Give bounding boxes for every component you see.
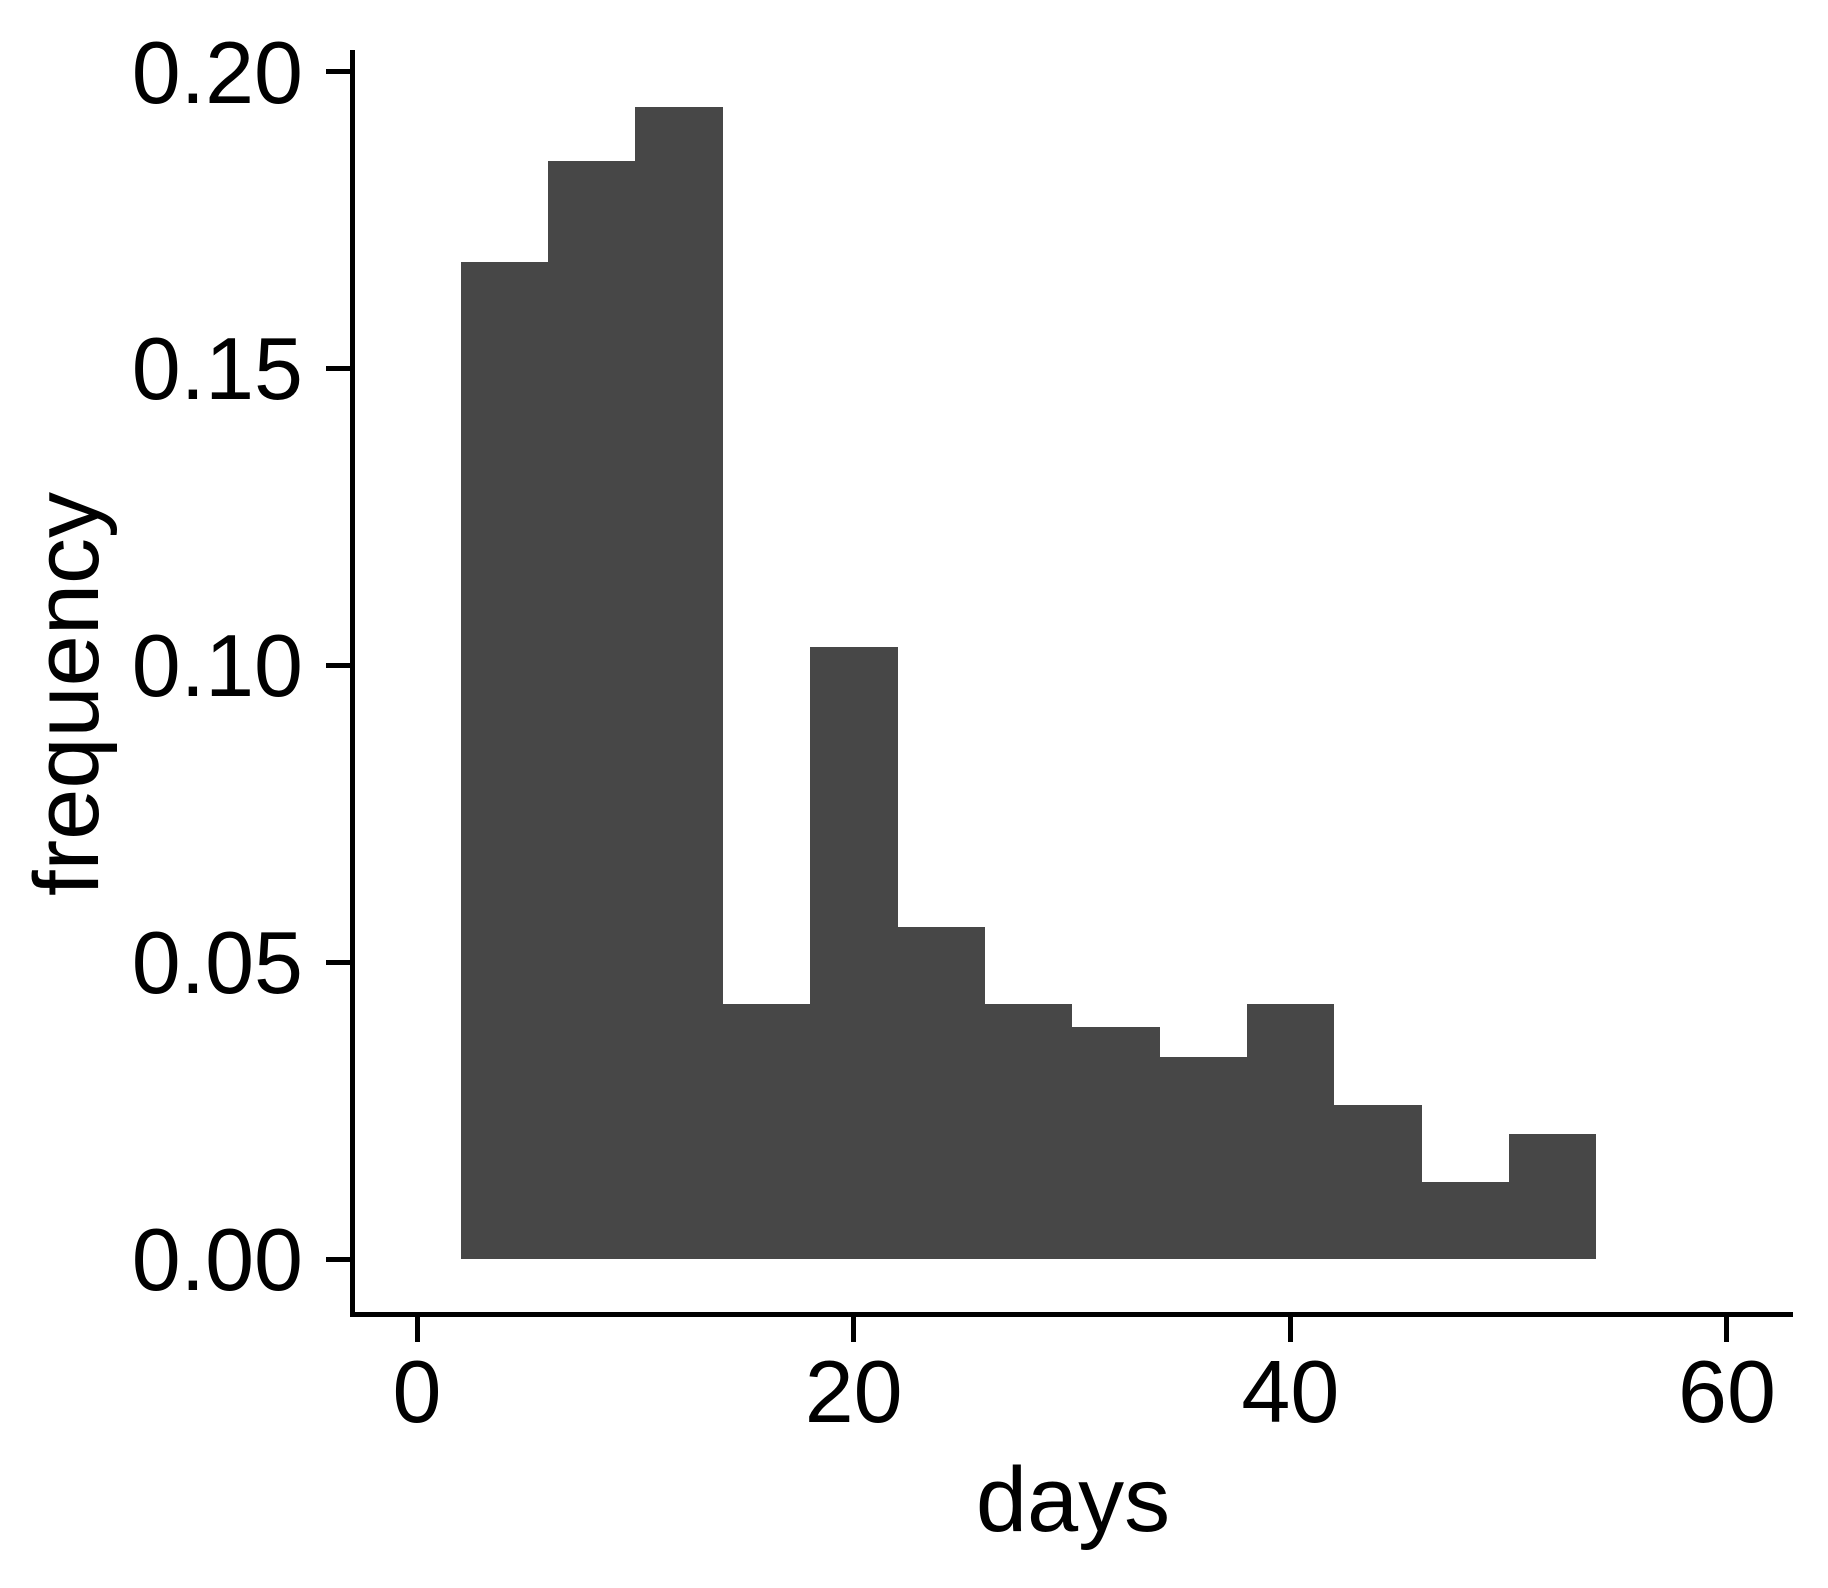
x-tick-label: 60 <box>1678 1342 1776 1441</box>
x-tick-label: 40 <box>1241 1342 1340 1441</box>
histogram-bar <box>547 160 636 1259</box>
x-tick-label: 20 <box>804 1342 903 1441</box>
y-tick-mark <box>326 959 351 965</box>
histogram-bar <box>984 1003 1073 1259</box>
y-tick-label: 0.20 <box>131 22 303 122</box>
x-tick-mark <box>851 1315 857 1342</box>
histogram-bar <box>809 647 898 1259</box>
histogram-bar <box>1159 1057 1248 1259</box>
y-tick-label: 0.15 <box>131 319 303 419</box>
histogram-bar <box>635 107 724 1259</box>
y-tick-label: 0.05 <box>131 913 303 1013</box>
x-axis-line <box>350 1312 1793 1317</box>
histogram-bar <box>722 1003 811 1259</box>
x-tick-mark <box>1287 1315 1293 1342</box>
histogram-bar <box>1508 1134 1597 1259</box>
y-axis-title: frequency <box>16 491 118 897</box>
x-tick-mark <box>1724 1315 1730 1342</box>
histogram-bar <box>1333 1104 1422 1259</box>
y-axis-line <box>350 50 355 1317</box>
histogram-bar <box>1246 1003 1335 1259</box>
histogram-bar <box>897 926 986 1259</box>
x-tick-label: 0 <box>392 1342 442 1441</box>
y-tick-label: 0.00 <box>131 1210 303 1309</box>
histogram-bar <box>1071 1027 1160 1259</box>
y-tick-mark <box>326 1256 351 1262</box>
histogram-bar <box>460 261 549 1259</box>
histogram-bar <box>1421 1181 1510 1259</box>
y-tick-mark <box>326 365 351 371</box>
x-axis-title: days <box>975 1449 1171 1551</box>
x-tick-mark <box>414 1315 420 1342</box>
y-tick-mark <box>326 69 351 74</box>
y-tick-label: 0.10 <box>131 616 303 716</box>
y-tick-mark <box>326 662 351 668</box>
